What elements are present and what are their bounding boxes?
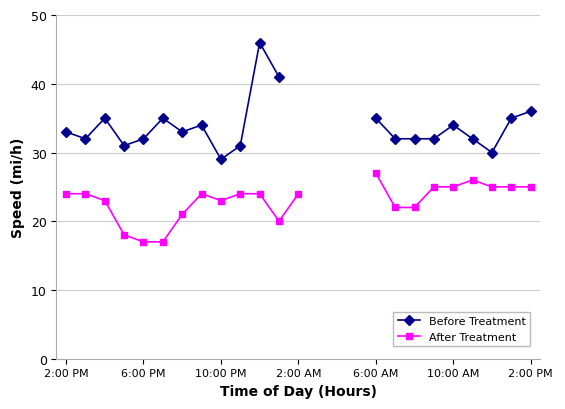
After Treatment — [159, 240, 166, 245]
Before Treatment — [63, 130, 69, 135]
After Treatment — [179, 212, 186, 217]
Before Treatment — [179, 130, 186, 135]
After Treatment — [295, 192, 302, 197]
Before Treatment — [121, 144, 128, 149]
Before Treatment — [276, 75, 282, 80]
Line: Before Treatment: Before Treatment — [63, 40, 282, 164]
After Treatment — [101, 199, 108, 204]
After Treatment — [121, 233, 128, 238]
After Treatment — [257, 192, 263, 197]
Line: After Treatment: After Treatment — [63, 191, 302, 246]
Before Treatment — [82, 137, 89, 142]
Before Treatment — [218, 157, 224, 162]
Before Treatment — [237, 144, 244, 149]
Before Treatment — [159, 117, 166, 121]
After Treatment — [63, 192, 69, 197]
Before Treatment — [198, 123, 205, 128]
After Treatment — [198, 192, 205, 197]
After Treatment — [218, 199, 224, 204]
Y-axis label: Speed (mi/h): Speed (mi/h) — [11, 137, 25, 238]
After Treatment — [82, 192, 89, 197]
After Treatment — [140, 240, 147, 245]
After Treatment — [276, 219, 282, 224]
Before Treatment — [140, 137, 147, 142]
After Treatment — [237, 192, 244, 197]
X-axis label: Time of Day (Hours): Time of Day (Hours) — [220, 384, 377, 398]
Before Treatment — [257, 41, 263, 46]
Before Treatment — [101, 117, 108, 121]
Legend: Before Treatment, After Treatment: Before Treatment, After Treatment — [393, 312, 530, 346]
